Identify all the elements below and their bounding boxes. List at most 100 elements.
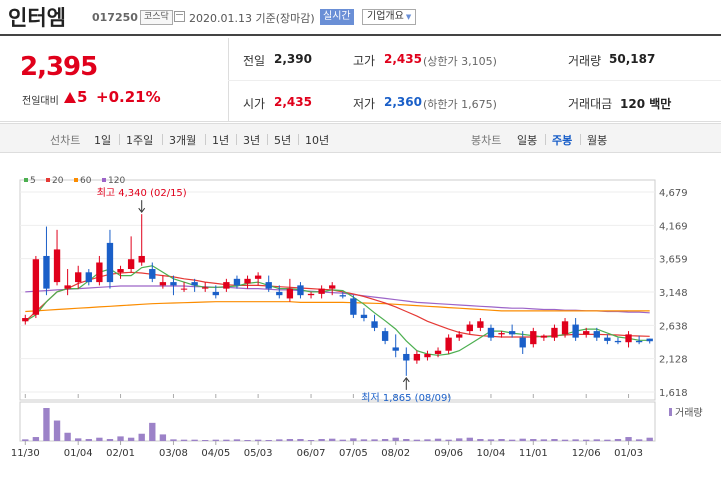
tab-1y[interactable]: 1년	[212, 134, 230, 147]
tab-separator	[236, 134, 237, 145]
candle-body	[360, 314, 368, 319]
volume-bar	[149, 422, 156, 441]
volume-bar	[96, 437, 103, 441]
volume-bar	[170, 439, 177, 441]
divider	[228, 80, 721, 81]
x-tick-label: 08/02	[381, 448, 410, 459]
tab-3m[interactable]: 3개월	[169, 134, 197, 147]
candle-body	[413, 353, 421, 361]
candle-body	[625, 334, 632, 343]
volume-bar	[85, 439, 92, 441]
volume-bar	[466, 437, 473, 441]
volume-bar	[413, 439, 421, 441]
volume-bar	[75, 438, 82, 441]
price-plot-frame	[19, 179, 656, 401]
volume-plot-frame	[19, 401, 656, 442]
candle-body	[466, 324, 473, 332]
legend-swatch	[102, 178, 106, 182]
stock-chart[interactable]: 1,618 2,128 2,638 3,148 3,659 4,169 4,679 11/30…	[0, 154, 721, 480]
volume-bar	[434, 438, 442, 441]
volume-bar	[22, 439, 29, 441]
realtime-button[interactable]: 실시간	[320, 9, 354, 25]
volume-bar	[572, 439, 579, 441]
legend-label: 20	[52, 176, 64, 186]
tab-10y[interactable]: 10년	[305, 134, 330, 147]
volume-bar	[339, 439, 346, 441]
x-tick-label: 01/04	[64, 448, 93, 459]
tab-1w[interactable]: 1주일	[126, 134, 154, 147]
tab-3y[interactable]: 3년	[243, 134, 261, 147]
candle-body	[43, 255, 50, 289]
change-amount: 5	[77, 88, 88, 106]
y-tick-label: 4,679	[659, 188, 688, 199]
volume-bar	[233, 439, 241, 441]
high-value: 2,435	[384, 52, 422, 66]
volume-bar	[477, 439, 484, 441]
volume-bar	[138, 433, 145, 441]
candle-body	[381, 331, 389, 341]
high-annotation: 최고 4,340 (02/15)	[97, 187, 187, 199]
ma120-line	[25, 285, 650, 314]
candle-body	[604, 337, 611, 341]
candle-body	[498, 333, 505, 335]
calendar-icon	[174, 11, 185, 22]
tab-weekly[interactable]: 주봉	[552, 134, 573, 147]
candle-body	[445, 337, 452, 351]
change-value: 5	[64, 88, 87, 106]
volume-bar	[254, 439, 262, 441]
candle-body	[551, 327, 558, 338]
current-price: 2,395	[20, 52, 98, 82]
tab-separator	[162, 134, 163, 145]
candle-body	[339, 295, 346, 297]
x-tick-label: 12/06	[572, 448, 601, 459]
stock-code: 017250	[92, 11, 138, 24]
volume-bar	[498, 439, 505, 441]
low-annotation: 최저 1,865 (08/09)	[361, 392, 451, 404]
ma20-line	[24, 271, 650, 338]
candle-body	[614, 340, 622, 343]
tab-daily[interactable]: 일봉	[517, 134, 538, 147]
candle-body	[297, 285, 304, 296]
chevron-down-icon: ▼	[405, 13, 412, 21]
candle-body	[159, 282, 167, 286]
candle-body	[318, 288, 325, 294]
candle-body	[508, 331, 516, 335]
volume-bar	[32, 437, 40, 441]
prev-close-label: 전일	[243, 54, 266, 68]
candle-body	[244, 278, 251, 284]
tab-5y[interactable]: 5년	[274, 134, 292, 147]
candle-body	[212, 291, 219, 296]
volume-bar	[329, 438, 336, 441]
candle-body	[371, 321, 378, 328]
volume-bar	[403, 439, 410, 441]
volume-bar	[625, 437, 632, 441]
volume-bar	[604, 439, 611, 441]
volume-bar	[202, 440, 209, 441]
x-tick-label: 09/06	[434, 448, 463, 459]
tab-monthly[interactable]: 월봉	[587, 134, 608, 147]
candle-body	[53, 249, 61, 283]
open-label: 시가	[243, 97, 266, 111]
trade-amount-value: 120 백만	[620, 97, 672, 111]
price-panel: 2,395 전일대비 5 +0.21% 전일 2,390 고가 2,435 (상…	[0, 38, 721, 122]
volume-bar	[371, 439, 378, 441]
upper-limit-text: (상한가 3,105)	[423, 55, 497, 68]
annotation-arrow-head	[138, 207, 146, 213]
trade-amount-label: 거래대금	[568, 97, 613, 111]
chart-tab-bar: 선차트 1일 1주일 3개월 1년 3년 5년 10년 봉차트 일봉 주봉 월봉	[0, 123, 721, 153]
volume-bar	[244, 440, 251, 441]
candle-body	[75, 272, 82, 283]
legend-label: 120	[108, 176, 125, 186]
x-tick-label: 02/01	[106, 448, 135, 459]
candle-body	[540, 335, 548, 338]
volume-legend-label: 거래량	[675, 407, 703, 419]
candle-body	[149, 269, 156, 279]
company-overview-label: 기업개요	[367, 11, 404, 22]
tab-separator	[545, 134, 546, 145]
candle-body	[329, 285, 336, 289]
volume-bar	[276, 439, 283, 441]
tab-1d[interactable]: 1일	[94, 134, 112, 147]
candle-body	[191, 282, 198, 286]
company-overview-button[interactable]: 기업개요 ▼	[362, 9, 417, 25]
volume-bar	[360, 439, 368, 441]
